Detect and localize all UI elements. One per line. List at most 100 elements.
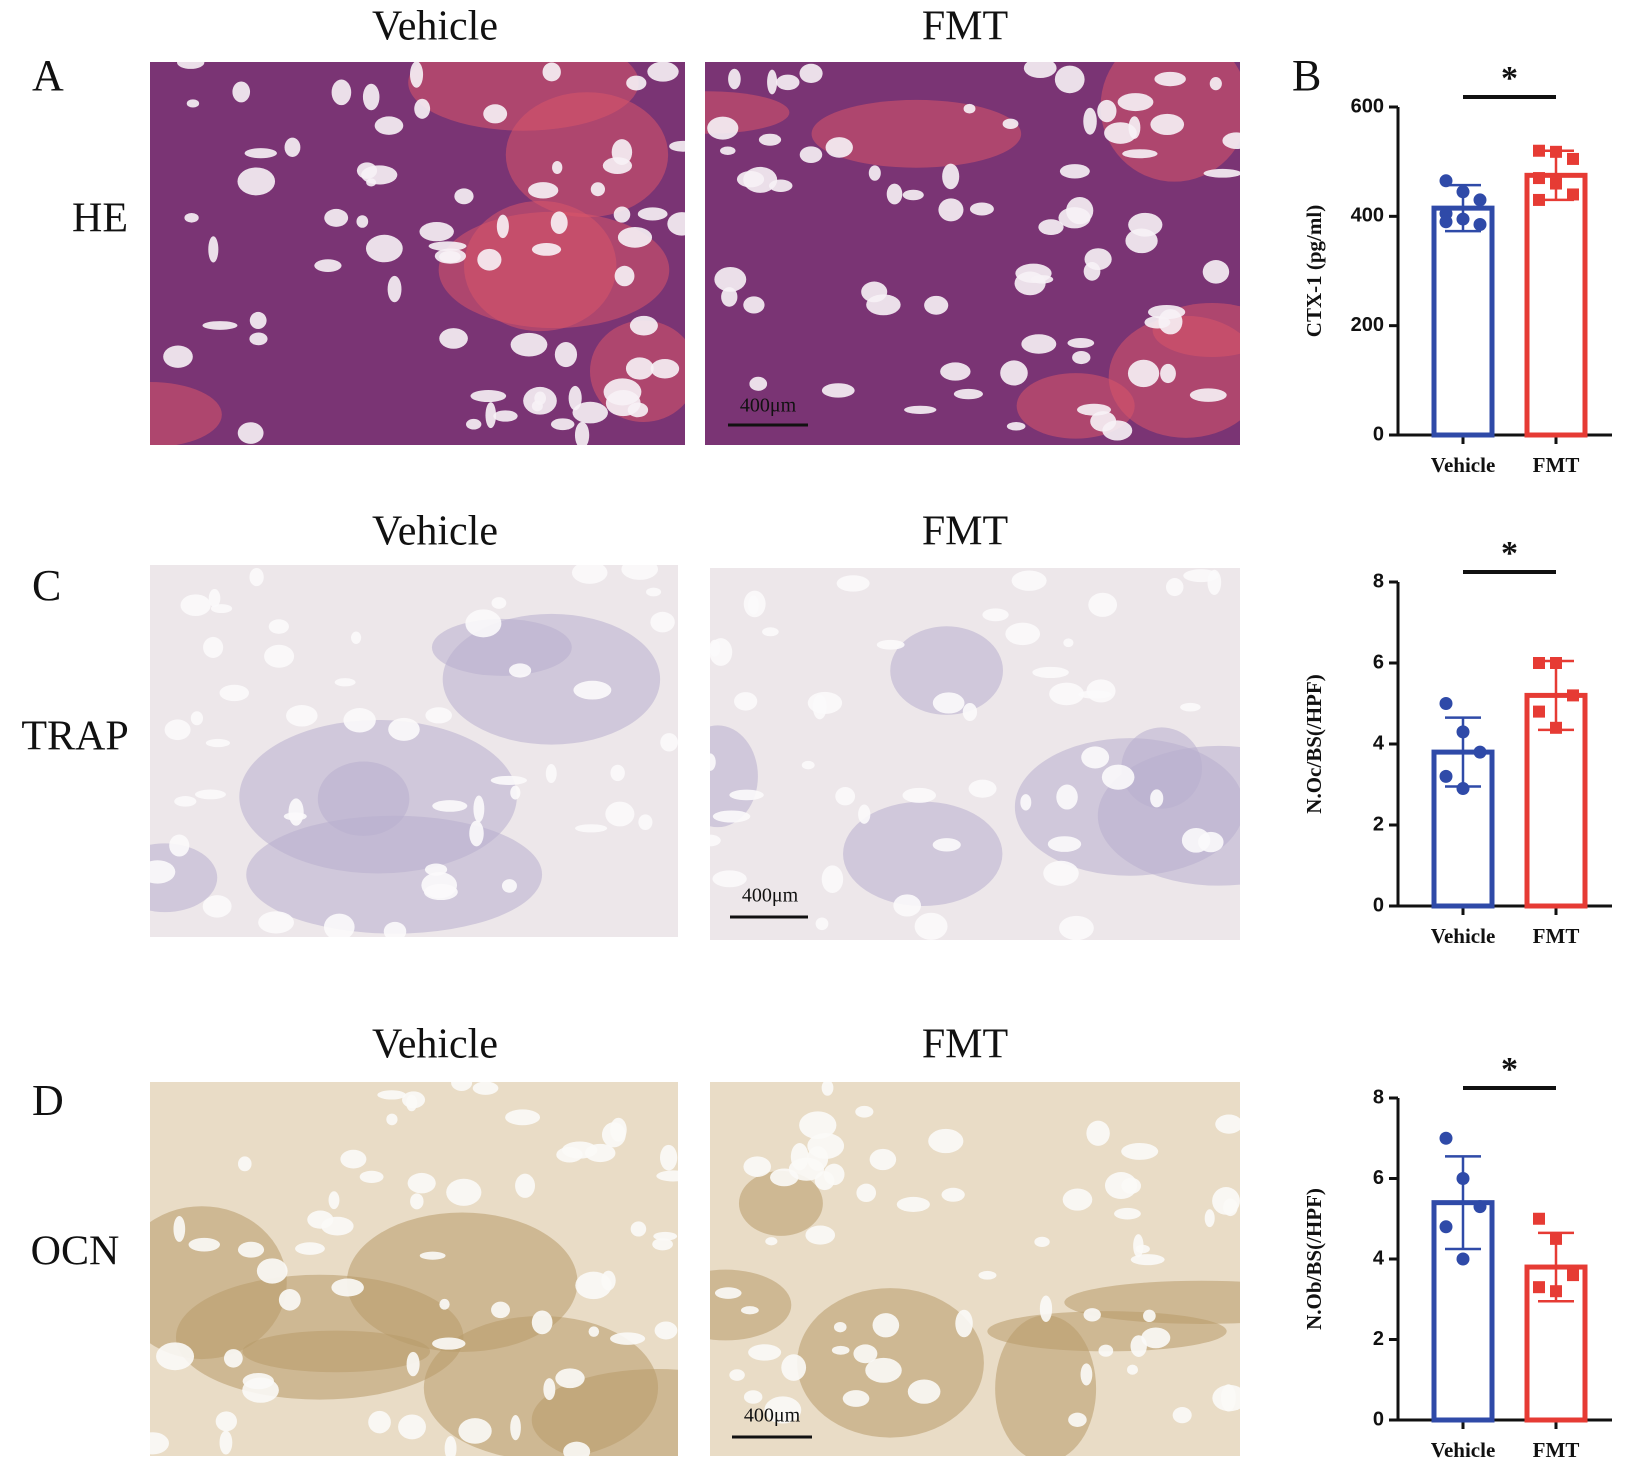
cell-void [387,275,402,303]
cell-void [1038,219,1064,236]
cell-void [1059,164,1090,179]
cell-void [1054,65,1085,94]
cell-void [505,1109,541,1126]
cell-void [1204,1209,1215,1228]
cell-void [654,1321,678,1340]
row-label: TRAP [21,714,128,760]
cell-void [1181,827,1211,853]
cell-void [173,1215,186,1242]
bar [1431,205,1495,438]
cell-void [610,764,625,782]
cell-void [714,1287,742,1299]
cell-void [561,1141,598,1159]
cell-void [574,421,590,445]
cell-void [629,315,658,336]
y-tick-label: 6 [1373,651,1384,673]
data-point [1456,782,1470,796]
cell-void [799,146,823,164]
cell-void [734,692,758,711]
cell-void [238,1156,252,1172]
cell-void [331,79,352,106]
cell-void [550,211,568,234]
y-tick-label: 4 [1373,1247,1385,1269]
data-point [1456,725,1470,739]
cell-void [625,357,654,380]
cell-void [1130,1335,1147,1357]
cell-void [729,789,764,801]
cell-void [712,870,747,888]
cell-void [340,1149,367,1169]
tissue-region [438,211,670,329]
cell-void [343,708,376,733]
cell-void [1127,1364,1138,1375]
cell-void [232,81,251,103]
cell-void [1088,592,1118,617]
cell-void [1114,1207,1141,1220]
cell-void [432,1337,466,1350]
data-point [1533,193,1545,206]
cell-void [278,1289,301,1311]
micrograph [705,62,1240,445]
cell-void [264,644,295,668]
cell-void [729,1369,745,1381]
cell-void [414,98,431,119]
data-point [1473,1200,1487,1214]
cell-void [552,161,563,174]
cell-void [469,820,484,847]
cell-void [748,1344,782,1361]
significance-marker: * [1501,535,1518,572]
cell-void [334,678,356,687]
cell-void [1212,1187,1240,1215]
cell-void [942,163,960,190]
column-title: FMT [922,509,1008,555]
cell-void [1063,638,1074,648]
row-label: OCN [31,1229,120,1275]
cell-void [483,104,508,124]
scale-bars: 400μm 400μm 400μm [728,395,812,1439]
cell-void [963,103,976,114]
significance-marker: * [1501,1051,1518,1088]
cell-void [853,1344,878,1364]
x-tick-label: FMT [1533,924,1580,948]
cell-void [472,1082,499,1095]
cell-void [1032,666,1069,679]
data-point [1550,145,1562,158]
cell-void [1150,113,1185,135]
cell-void [356,162,378,179]
data-point [1533,1212,1545,1225]
cell-void [653,1231,678,1241]
data-point [1533,705,1545,718]
cell-void [180,594,211,617]
cell-void [1002,118,1019,130]
data-point [1439,1131,1453,1145]
cell-void [1086,1120,1110,1146]
cell-void [1090,411,1117,432]
y-tick-label: 0 [1373,1408,1384,1430]
data-point [1439,769,1453,783]
tissue-region [710,1269,792,1341]
cell-void [164,719,191,741]
cell-void [669,140,685,152]
cell-void [836,575,870,592]
cell-void [425,707,452,724]
cell-void [1067,337,1095,348]
cell-void [515,1173,536,1198]
column-title: Vehicle [372,1022,498,1068]
tissue-region [150,1206,287,1360]
cell-void [710,834,721,847]
cell-void [174,796,197,807]
y-axis-label: N.Ob/BS(/HPF) [1302,1188,1326,1330]
scale-bar-label: 400μm [744,1405,801,1427]
scale-bar-label: 400μm [742,885,799,907]
cell-void [465,609,502,638]
cell-void [203,636,224,658]
y-tick-label: 200 [1351,314,1384,336]
tissue-region [738,1170,823,1236]
cell-void [156,1342,195,1371]
cell-void [568,385,582,411]
cell-void [1043,860,1079,886]
cell-void [907,1379,941,1404]
cell-void [1083,107,1097,135]
cell-void [550,418,575,431]
